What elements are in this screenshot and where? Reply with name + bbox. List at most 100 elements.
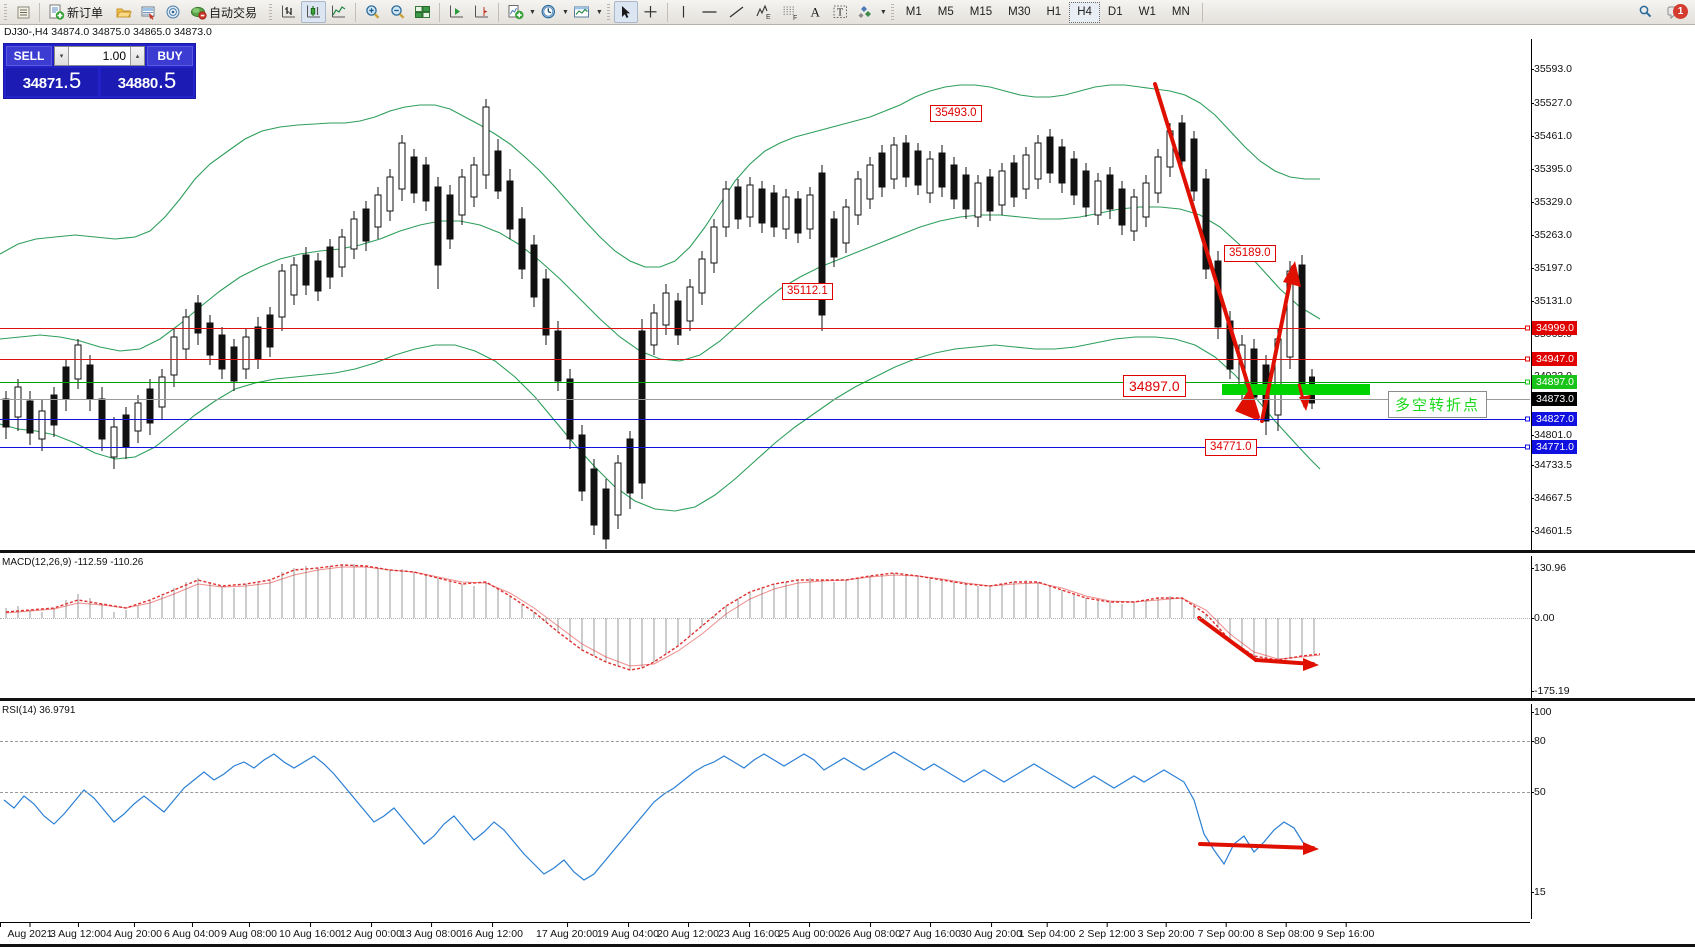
macd-pane[interactable]: MACD(12,26,9) -112.59 -110.26 [0,556,1530,698]
hline-icon[interactable] [696,1,723,23]
timeframe-m1[interactable]: M1 [905,6,922,18]
add-indicator-icon[interactable] [503,1,528,23]
elliott-wave-icon[interactable]: E [750,1,777,23]
level-badge-34771-text: 34771.0 [1536,441,1574,453]
time-label: 3 Sep 20:00 [1137,923,1195,940]
sell-button[interactable]: SELL [6,46,52,66]
terminal-icon[interactable] [136,1,161,23]
zoom-in-icon[interactable] [360,1,385,23]
crosshair-icon[interactable] [638,1,663,23]
macd-axis-scale[interactable]: 130.96 0.00 -175.19 [1530,556,1695,698]
zoom-out-icon[interactable] [385,1,410,23]
price-chart-pane[interactable]: 35493.0 35189.0 35112.1 34489.0 34771.0 … [0,39,1530,550]
volume-input[interactable]: 1.00 [102,49,126,63]
price-tag-35189[interactable]: 35189.0 [1224,245,1276,263]
level-line-34827[interactable] [0,419,1530,420]
text-label-icon[interactable]: A [804,1,828,23]
time-label: 16 Aug 12:00 [461,923,523,940]
rsi-axis-scale[interactable]: 100 80 50 15 [1531,704,1695,919]
timeframe-m15[interactable]: M15 [969,6,993,18]
sell-price[interactable]: 34871.5 [6,68,98,96]
period-icon[interactable] [536,1,561,23]
autotrading-button[interactable]: 自动交易 [186,1,265,23]
toolbar-grip-4[interactable] [888,2,896,22]
candlestick-chart-icon[interactable] [301,1,327,23]
text-object-icon[interactable]: T [828,1,853,23]
templates-icon[interactable] [569,1,595,23]
pane-divider-macd[interactable] [0,550,1695,553]
search-icon[interactable] [1633,1,1659,23]
time-axis[interactable]: Aug 2021 3 Aug 12:00 4 Aug 20:00 6 Aug 0… [0,922,1530,947]
navigator-icon[interactable] [161,1,186,23]
level-badge-34999-text: 34999.0 [1536,322,1574,334]
price-tag-34897[interactable]: 34897.0 [1123,375,1186,398]
autotrading-label: 自动交易 [209,5,258,20]
indicator-dropdown-caret[interactable]: ▼ [529,8,536,16]
current-price-line [0,399,1530,400]
price-tag-34771[interactable]: 34771.0 [1205,439,1257,457]
volume-stepper[interactable]: ▾ 1.00 ▴ [54,46,145,66]
price-tick: 34733.5 [1531,459,1572,471]
buy-button[interactable]: BUY [147,46,193,66]
shapes-dropdown-caret[interactable]: ▼ [879,8,887,16]
timeframe-mn[interactable]: MN [1171,6,1190,18]
turning-point-note[interactable]: 多空转折点 [1388,391,1488,418]
timeframe-d1[interactable]: D1 [1107,6,1123,18]
trade-panel-prices: 34871.5 34880.5 [4,68,195,98]
buy-price-frac: .5 [157,68,177,93]
notification-icon[interactable]: 1 [1659,1,1695,23]
notification-count: 1 [1673,4,1688,19]
macd-label: MACD(12,26,9) -112.59 -110.26 [2,557,144,568]
toolbar-grip-3[interactable] [604,2,612,22]
new-order-button[interactable]: 新订单 [44,1,111,23]
folder-icon[interactable] [111,1,136,23]
line-chart-icon[interactable] [326,1,351,23]
rsi-pane[interactable]: RSI(14) 36.9791 [0,704,1530,919]
fibonacci-icon[interactable]: F [777,1,804,23]
level-badge-34771[interactable]: 34771.0 [1525,440,1577,454]
level-line-34999[interactable] [0,328,1530,329]
timeframe-h1[interactable]: H1 [1046,6,1062,18]
current-price-text: 34873.0 [1536,393,1574,405]
price-tag-35493[interactable]: 35493.0 [930,105,982,123]
level-line-34947[interactable] [0,359,1530,360]
price-tag-35112[interactable]: 35112.1 [782,283,833,301]
toolbar-grip[interactable] [2,2,9,22]
time-label: 8 Sep 08:00 [1257,923,1315,940]
rsi-level-80 [0,741,1530,742]
toolbar-grip-2[interactable] [267,2,275,22]
tile-windows-icon[interactable] [410,1,435,23]
timeframe-h4[interactable]: H4 [1069,1,1100,23]
chart-shift-icon[interactable] [469,1,494,23]
vline-icon[interactable] [672,1,696,23]
one-click-trading-panel[interactable]: SELL ▾ 1.00 ▴ BUY 34871.5 34880.5 [3,43,196,99]
menu-icon[interactable] [11,1,35,23]
rsi-label: RSI(14) 36.9791 [2,705,76,716]
level-badge-34827[interactable]: 34827.0 [1525,412,1577,426]
pane-divider-rsi[interactable] [0,698,1695,701]
level-badge-34999[interactable]: 34999.0 [1525,321,1577,335]
level-badge-34897[interactable]: 34897.0 [1525,375,1577,389]
price-tick: 35197.0 [1531,262,1572,274]
trendline-icon[interactable] [723,1,750,23]
current-price-badge: 34873.0 [1532,392,1577,406]
bar-chart-icon[interactable] [276,1,301,23]
period-dropdown-caret[interactable]: ▼ [561,8,569,16]
level-badge-34947[interactable]: 34947.0 [1525,352,1577,366]
level-line-34897[interactable] [0,382,1530,383]
volume-increment-icon[interactable]: ▴ [130,47,144,65]
price-axis-scale[interactable]: 35593.0 35527.0 35461.0 35395.0 35329.0 … [1525,39,1695,550]
time-label: 26 Aug 08:00 [839,923,901,940]
cursor-icon[interactable] [613,1,638,23]
timeframe-m30[interactable]: M30 [1008,6,1031,18]
scroll-end-icon[interactable] [444,1,469,23]
volume-decrement-icon[interactable]: ▾ [55,47,69,65]
rsi-trend-arrow [1198,842,1319,855]
shapes-icon[interactable] [853,1,879,23]
timeframe-w1[interactable]: W1 [1138,6,1156,18]
level-line-34771[interactable] [0,447,1530,448]
timeframe-m5[interactable]: M5 [937,6,954,18]
buy-price[interactable]: 34880.5 [101,68,193,96]
templates-dropdown-caret[interactable]: ▼ [595,8,603,16]
